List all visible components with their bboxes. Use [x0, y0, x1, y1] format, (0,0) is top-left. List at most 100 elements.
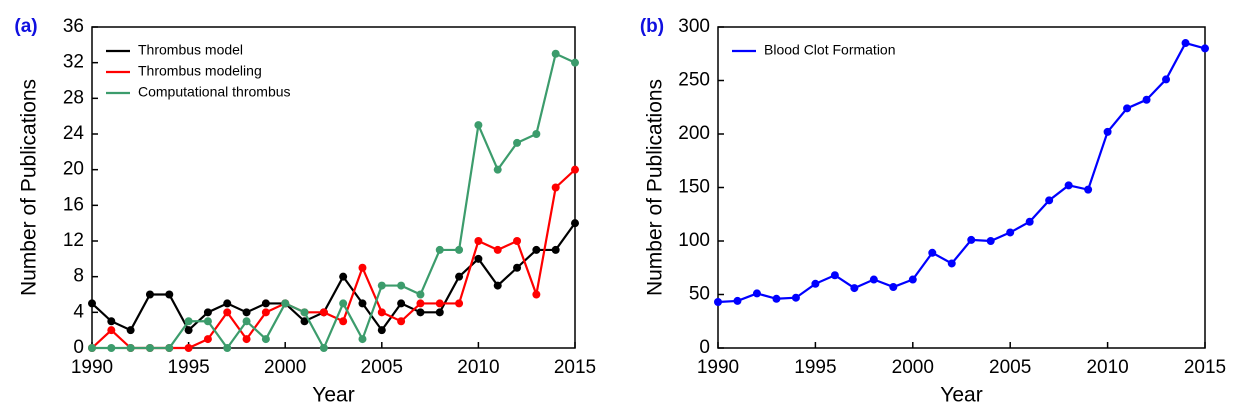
- legend-label: Thrombus model: [138, 42, 243, 58]
- legend-label: Thrombus modeling: [138, 63, 262, 79]
- data-point: [358, 299, 367, 308]
- data-point: [107, 326, 116, 335]
- x-tick-label: 1995: [167, 357, 209, 378]
- data-point: [1006, 228, 1015, 237]
- series-line: [91, 222, 576, 333]
- data-point: [532, 290, 541, 299]
- y-axis-label: Number of Publications: [644, 79, 667, 296]
- data-point: [300, 317, 309, 326]
- data-point: [869, 275, 878, 284]
- data-point: [319, 308, 328, 317]
- data-point: [261, 335, 270, 344]
- data-point: [1064, 181, 1073, 190]
- data-point: [532, 245, 541, 254]
- data-point: [88, 299, 96, 308]
- data-point: [203, 317, 212, 326]
- y-tick-label: 0: [73, 337, 84, 358]
- data-point: [184, 344, 193, 352]
- data-point: [532, 130, 541, 138]
- data-point: [377, 326, 386, 335]
- data-point: [714, 297, 722, 306]
- data-point: [1103, 127, 1112, 136]
- x-tick-label: 2000: [892, 357, 934, 378]
- data-point: [416, 290, 425, 299]
- data-point: [223, 344, 232, 352]
- data-point: [145, 344, 154, 352]
- y-tick-label: 200: [678, 123, 710, 144]
- legend-label: Blood Clot Formation: [764, 42, 896, 58]
- y-tick-label: 50: [689, 284, 710, 305]
- data-point: [397, 317, 406, 326]
- data-point: [571, 58, 579, 67]
- x-tick-label: 2010: [1086, 357, 1128, 378]
- data-point: [203, 335, 212, 344]
- data-point: [281, 299, 290, 308]
- panel-label: (b): [640, 16, 664, 37]
- data-point: [242, 335, 251, 344]
- y-tick-label: 150: [678, 177, 710, 198]
- data-point: [242, 317, 251, 326]
- data-point: [493, 281, 502, 290]
- x-tick-label: 2015: [1184, 357, 1226, 378]
- y-axis-label: Number of Publications: [18, 79, 41, 296]
- series-line: [92, 52, 576, 351]
- data-point: [165, 290, 174, 299]
- data-point: [126, 344, 135, 352]
- y-tick-label: 16: [63, 194, 84, 215]
- y-tick-label: 300: [678, 16, 710, 37]
- x-tick-label: 1995: [794, 357, 836, 378]
- data-point: [1123, 104, 1132, 113]
- x-tick-label: 2000: [264, 357, 306, 378]
- data-point: [474, 121, 483, 130]
- data-point: [397, 281, 406, 290]
- data-point: [513, 237, 522, 245]
- y-tick-label: 4: [73, 301, 84, 322]
- data-point: [339, 272, 348, 281]
- data-point: [513, 138, 522, 147]
- series-line: [91, 168, 576, 350]
- data-point: [435, 245, 444, 254]
- y-tick-label: 32: [63, 52, 84, 73]
- data-point: [889, 283, 898, 292]
- data-point: [319, 344, 328, 352]
- y-tick-label: 0: [699, 337, 710, 358]
- y-tick-label: 12: [63, 230, 84, 251]
- data-point: [551, 183, 560, 192]
- x-tick-label: 1990: [71, 357, 113, 378]
- data-point: [571, 219, 579, 228]
- y-tick-label: 100: [678, 230, 710, 251]
- x-tick-label: 2005: [361, 357, 403, 378]
- y-tick-label: 24: [63, 123, 85, 144]
- data-point: [493, 165, 502, 174]
- y-tick-label: 250: [678, 70, 710, 91]
- data-point: [455, 299, 464, 308]
- data-point: [908, 275, 917, 284]
- data-point: [791, 293, 800, 302]
- data-point: [811, 279, 820, 288]
- data-point: [772, 294, 781, 303]
- data-point: [1084, 185, 1093, 194]
- data-point: [493, 245, 502, 254]
- data-point: [358, 335, 367, 344]
- data-point: [455, 272, 464, 281]
- x-tick-label: 1990: [697, 357, 739, 378]
- chart: 0 4 8 12 16 20 24 28 32 36 1990 1995 2000 2005 2010 201…: [14, 16, 596, 407]
- data-point: [261, 299, 270, 308]
- y-tick-label: 20: [63, 159, 84, 180]
- x-axis-label: Year: [940, 384, 982, 407]
- plot-frame: [91, 26, 576, 349]
- data-point: [474, 237, 483, 245]
- data-point: [435, 299, 444, 308]
- data-point: [377, 281, 386, 290]
- data-point: [986, 237, 995, 245]
- plot-frame: [717, 26, 1206, 349]
- data-point: [435, 308, 444, 317]
- data-point: [88, 344, 96, 352]
- data-point: [165, 344, 174, 352]
- data-point: [1162, 75, 1171, 84]
- data-point: [145, 290, 154, 299]
- data-point: [551, 245, 560, 254]
- data-point: [733, 296, 742, 305]
- data-point: [1045, 196, 1054, 205]
